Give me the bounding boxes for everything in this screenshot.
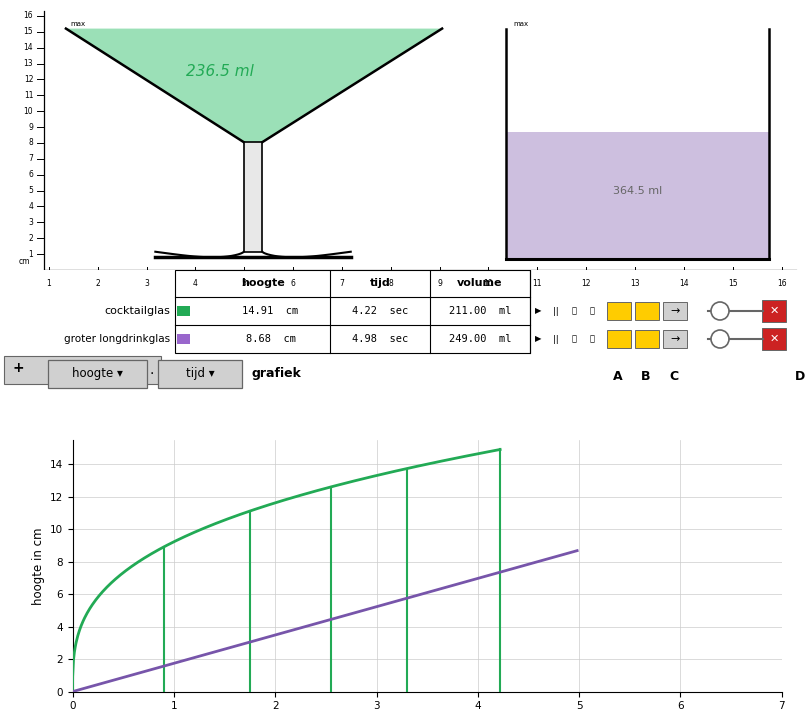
FancyBboxPatch shape [762,300,786,322]
Text: 4.98  sec: 4.98 sec [352,334,408,344]
Text: 16: 16 [23,11,33,21]
Text: 8.68  cm: 8.68 cm [246,334,296,344]
Text: A: A [613,371,623,384]
Text: max: max [513,21,528,27]
Text: ⏭: ⏭ [589,307,595,315]
FancyBboxPatch shape [158,360,242,388]
Text: ⏮: ⏮ [571,307,576,315]
Text: ▶: ▶ [534,334,542,344]
Text: 15: 15 [23,27,33,36]
Text: ✕: ✕ [769,334,779,344]
Text: 13: 13 [23,59,33,68]
Y-axis label: hoogte in cm: hoogte in cm [32,527,45,605]
Text: 14: 14 [679,279,688,288]
Text: ▶: ▶ [534,307,542,315]
Text: grafiek: grafiek [252,367,302,381]
Text: ·: · [150,367,154,381]
Text: hoogte ▾: hoogte ▾ [72,367,123,381]
Text: 1: 1 [47,279,52,288]
Bar [505,132,770,259]
Text: C: C [670,371,679,384]
Text: B: B [642,371,650,384]
Text: toevoegen .. ▾: toevoegen .. ▾ [51,363,125,373]
Circle shape [711,330,729,348]
FancyBboxPatch shape [607,330,631,348]
Text: 211.00  ml: 211.00 ml [449,306,511,316]
Text: 3: 3 [28,218,33,227]
Text: 6: 6 [28,170,33,179]
Text: 9: 9 [437,279,442,288]
Text: 6: 6 [291,279,296,288]
Text: 12: 12 [23,75,33,84]
Text: 11: 11 [23,91,33,100]
Text: 15: 15 [728,279,737,288]
Bar [177,334,190,344]
Text: D: D [795,371,805,384]
Text: volume: volume [457,279,503,289]
FancyBboxPatch shape [762,328,786,350]
Text: 7: 7 [28,154,33,163]
Text: cm: cm [19,257,30,266]
Text: ✕: ✕ [769,306,779,316]
Text: ||: || [553,334,559,344]
FancyBboxPatch shape [607,302,631,320]
Text: 9: 9 [28,123,33,132]
Text: 4: 4 [28,202,33,211]
Text: 236.5 ml: 236.5 ml [186,64,254,79]
Text: 10: 10 [23,107,33,116]
Text: 12: 12 [581,279,591,288]
Text: 2: 2 [95,279,100,288]
FancyBboxPatch shape [4,356,161,384]
Text: →: → [671,306,679,316]
Text: 7: 7 [339,279,344,288]
Text: 5: 5 [242,279,247,288]
Text: →: → [671,334,679,344]
Bar [0,0,44,270]
Text: 2: 2 [28,234,33,242]
FancyBboxPatch shape [663,302,687,320]
Text: ⏮: ⏮ [571,334,576,344]
Text: 16: 16 [777,279,787,288]
Text: ||: || [553,307,559,315]
Circle shape [711,302,729,320]
Text: 249.00  ml: 249.00 ml [449,334,511,344]
Text: 8: 8 [388,279,393,288]
Text: +: + [12,361,23,375]
Text: 5: 5 [28,186,33,195]
Text: tijd: tijd [370,279,390,289]
Text: groter longdrinkglas: groter longdrinkglas [64,334,170,344]
Bar [177,306,190,316]
Text: 364.5 ml: 364.5 ml [613,185,662,195]
Text: hoogte: hoogte [241,279,285,289]
Text: ⏭: ⏭ [589,334,595,344]
Text: cocktailglas: cocktailglas [104,306,170,316]
Text: 13: 13 [630,279,640,288]
FancyBboxPatch shape [48,360,147,388]
Text: 14: 14 [23,43,33,52]
Text: 1: 1 [28,250,33,259]
Polygon shape [243,142,262,252]
Text: 3: 3 [144,279,149,288]
Text: 8: 8 [28,138,33,148]
Text: 14.91  cm: 14.91 cm [243,306,299,316]
FancyBboxPatch shape [635,330,659,348]
FancyBboxPatch shape [663,330,687,348]
Text: 10: 10 [484,279,493,288]
Bar [175,270,530,353]
Text: max: max [71,21,86,27]
Text: tijd ▾: tijd ▾ [185,367,214,381]
Polygon shape [66,29,442,142]
Text: 4.22  sec: 4.22 sec [352,306,408,316]
FancyBboxPatch shape [635,302,659,320]
Text: 11: 11 [533,279,542,288]
Text: 4: 4 [193,279,197,288]
